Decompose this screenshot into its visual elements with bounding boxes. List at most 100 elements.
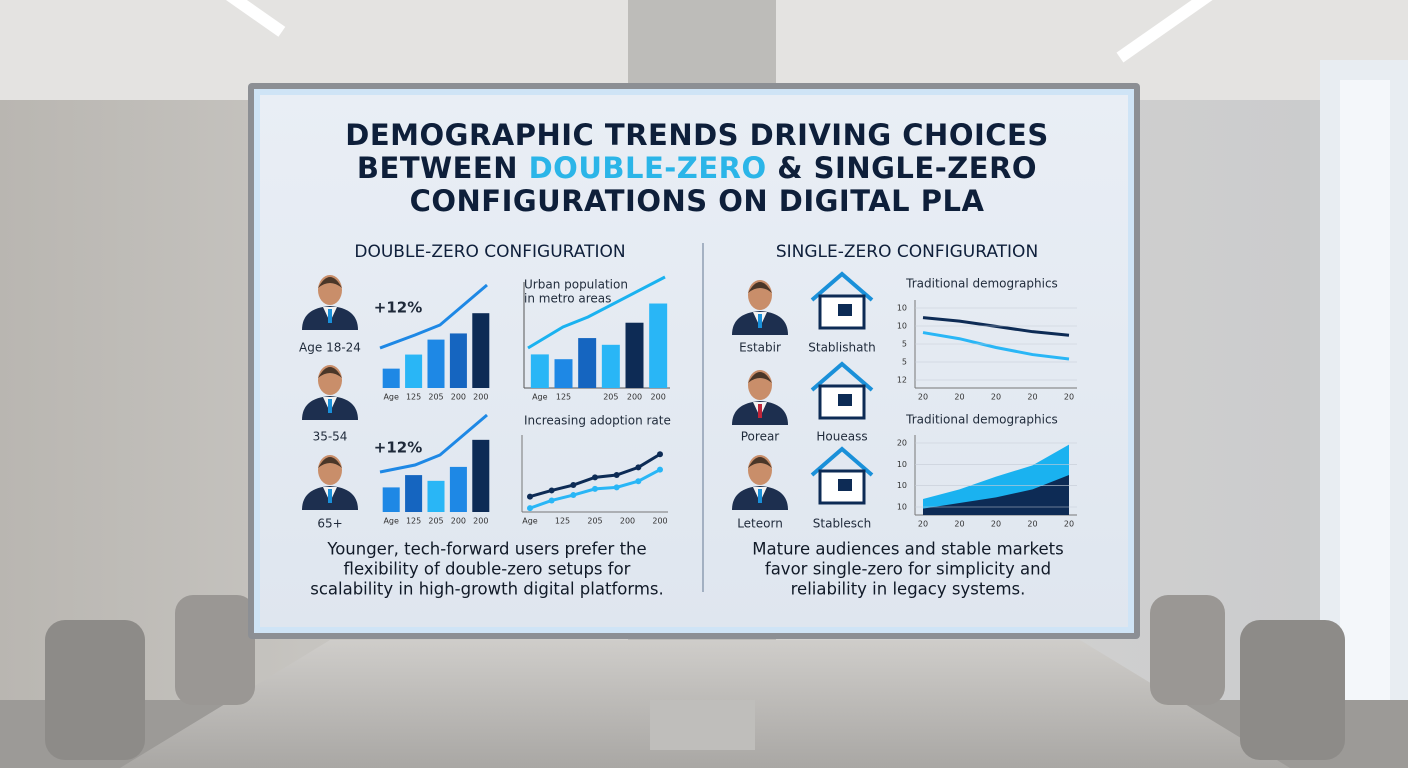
person-label: 65+ bbox=[317, 517, 342, 531]
person-tie bbox=[328, 399, 332, 413]
bar bbox=[530, 354, 549, 388]
house-window bbox=[838, 479, 852, 491]
point bbox=[635, 464, 642, 471]
bar bbox=[449, 333, 467, 388]
growth-label: +12% bbox=[374, 439, 422, 457]
x-tick-label: Age bbox=[532, 393, 548, 402]
x-tick-label: 200 bbox=[451, 517, 466, 526]
point bbox=[527, 493, 533, 500]
ceiling-light bbox=[1116, 0, 1214, 63]
person-hair bbox=[748, 282, 772, 293]
y-tick-label: 5 bbox=[902, 358, 907, 367]
trend-arrow bbox=[379, 283, 488, 350]
bar bbox=[472, 439, 490, 512]
person-hair bbox=[318, 277, 342, 288]
caption-line: Younger, tech-forward users prefer the bbox=[326, 540, 646, 559]
x-tick-label: 200 bbox=[651, 393, 666, 402]
house-label: Houeass bbox=[816, 430, 867, 444]
title-part: & bbox=[777, 151, 803, 185]
house-body bbox=[818, 469, 866, 505]
person-tie bbox=[758, 404, 762, 418]
point bbox=[592, 474, 598, 481]
point bbox=[548, 487, 555, 494]
person-label: Porear bbox=[741, 430, 780, 444]
person-label: Leteorn bbox=[737, 517, 783, 531]
growth-label: +12% bbox=[374, 299, 422, 317]
bar bbox=[382, 487, 400, 512]
x-tick-label: 125 bbox=[556, 393, 571, 402]
bar bbox=[427, 480, 445, 512]
y-tick-label: 10 bbox=[897, 304, 907, 313]
x-tick-label: 20 bbox=[1064, 393, 1074, 402]
person-label: Age 18-24 bbox=[299, 341, 361, 355]
trend-arrow bbox=[527, 275, 666, 350]
x-tick-label: 125 bbox=[555, 517, 570, 526]
x-tick-label: 200 bbox=[473, 393, 488, 402]
point bbox=[613, 472, 620, 479]
x-tick-label: Age bbox=[383, 517, 399, 526]
bar bbox=[449, 466, 467, 512]
x-tick-label: 20 bbox=[954, 520, 964, 529]
x-tick-label: 125 bbox=[406, 393, 421, 402]
point bbox=[657, 466, 663, 473]
person-hair bbox=[318, 367, 342, 378]
x-tick-label: 200 bbox=[620, 517, 635, 526]
y-tick-label: 12 bbox=[897, 376, 907, 385]
person-tie bbox=[758, 314, 762, 328]
x-tick-label: 20 bbox=[991, 393, 1001, 402]
chair bbox=[1240, 620, 1345, 760]
bar bbox=[601, 344, 620, 388]
x-tick-label: Age bbox=[383, 393, 399, 402]
chart-title: Traditional demographics bbox=[905, 277, 1058, 291]
y-tick-label: 10 bbox=[897, 460, 907, 469]
point bbox=[635, 478, 642, 485]
bar bbox=[405, 354, 423, 388]
screen-stand bbox=[650, 700, 755, 750]
house-window bbox=[838, 304, 852, 316]
x-tick-label: Age bbox=[522, 517, 538, 526]
chair bbox=[175, 595, 255, 705]
y-tick-label: 20 bbox=[897, 439, 907, 448]
caption-line: scalability in high-growth digital platf… bbox=[310, 580, 664, 599]
x-tick-label: 125 bbox=[406, 517, 421, 526]
line bbox=[922, 331, 1070, 361]
chart-title: Traditional demographics bbox=[905, 413, 1058, 427]
x-tick-label: 20 bbox=[1027, 520, 1037, 529]
house-icon bbox=[810, 271, 874, 302]
bar bbox=[625, 322, 644, 388]
x-tick-label: 20 bbox=[918, 520, 928, 529]
area bbox=[923, 475, 1069, 515]
bar bbox=[405, 475, 423, 512]
window-pane bbox=[1340, 80, 1390, 720]
title-part: SINGLE-ZERO bbox=[814, 151, 1037, 185]
bar bbox=[382, 368, 400, 388]
y-tick-label: 10 bbox=[897, 503, 907, 512]
x-tick-label: 20 bbox=[1027, 393, 1037, 402]
bar bbox=[472, 313, 490, 388]
person-label: Estabir bbox=[739, 341, 781, 355]
x-tick-label: 200 bbox=[652, 517, 667, 526]
chart-title: Increasing adoption rate bbox=[524, 414, 671, 428]
caption-line: reliability in legacy systems. bbox=[791, 580, 1026, 599]
caption-line: flexibility of double-zero setups for bbox=[344, 560, 631, 579]
person-tie bbox=[328, 489, 332, 503]
title-highlight: DOUBLE-ZERO bbox=[529, 151, 767, 185]
person-hair bbox=[748, 457, 772, 468]
house-icon bbox=[810, 446, 874, 477]
title-line: BETWEEN DOUBLE-ZERO & SINGLE-ZERO bbox=[357, 151, 1037, 185]
person-tie bbox=[758, 489, 762, 503]
chart-title: Urban population bbox=[524, 278, 628, 292]
chart-title: in metro areas bbox=[524, 292, 611, 306]
house-label: Stablishath bbox=[808, 341, 875, 355]
bar bbox=[578, 338, 597, 388]
trend-arrow bbox=[379, 413, 488, 474]
x-tick-label: 20 bbox=[954, 393, 964, 402]
line bbox=[922, 316, 1070, 337]
person-label: 35-54 bbox=[313, 430, 348, 444]
x-tick-label: 205 bbox=[428, 517, 443, 526]
x-tick-label: 200 bbox=[627, 393, 642, 402]
title-line: CONFIGURATIONS ON DIGITAL PLA bbox=[410, 184, 985, 218]
section-heading: DOUBLE-ZERO CONFIGURATION bbox=[354, 242, 625, 262]
caption-line: favor single-zero for simplicity and bbox=[765, 560, 1051, 579]
